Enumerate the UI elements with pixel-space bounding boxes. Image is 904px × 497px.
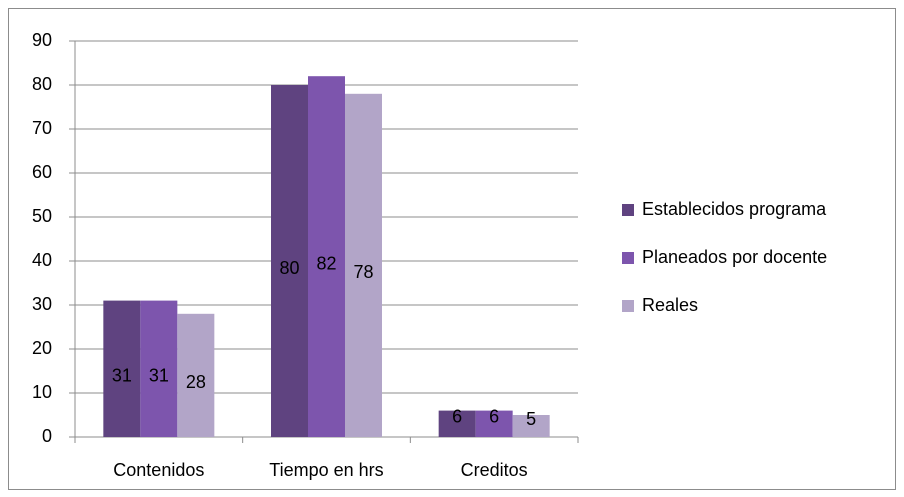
legend-label: Reales — [642, 295, 698, 315]
data-label: 31 — [112, 366, 132, 386]
y-tick-label: 50 — [32, 206, 52, 226]
bar — [177, 313, 215, 437]
y-tick-label: 80 — [32, 74, 52, 94]
bar — [140, 300, 178, 437]
legend-label: Establecidos programa — [642, 199, 827, 219]
y-tick-label: 60 — [32, 162, 52, 182]
bar — [103, 300, 141, 437]
data-label: 6 — [489, 407, 499, 427]
data-label: 80 — [279, 258, 299, 278]
bar — [345, 93, 382, 438]
bar — [512, 415, 550, 437]
x-tick-label: Tiempo en hrs — [269, 460, 383, 480]
data-label: 5 — [526, 409, 536, 429]
x-tick-label: Contenidos — [113, 460, 204, 480]
data-label: 82 — [316, 253, 336, 273]
y-tick-label: 10 — [32, 382, 52, 402]
y-tick-label: 0 — [42, 426, 52, 446]
legend-swatch — [622, 300, 634, 312]
bar — [438, 410, 476, 437]
data-label: 28 — [186, 372, 206, 392]
data-label: 31 — [149, 366, 169, 386]
x-tick-label: Creditos — [461, 460, 528, 480]
y-tick-label: 90 — [32, 30, 52, 50]
data-label: 78 — [353, 262, 373, 282]
bar — [271, 85, 308, 437]
legend-swatch — [622, 252, 634, 264]
y-tick-label: 20 — [32, 338, 52, 358]
y-tick-label: 40 — [32, 250, 52, 270]
y-tick-label: 70 — [32, 118, 52, 138]
data-label: 6 — [452, 407, 462, 427]
bar — [308, 76, 345, 437]
legend-label: Planeados por docente — [642, 247, 827, 267]
y-tick-label: 30 — [32, 294, 52, 314]
legend-swatch — [622, 204, 634, 216]
bar — [475, 410, 513, 437]
